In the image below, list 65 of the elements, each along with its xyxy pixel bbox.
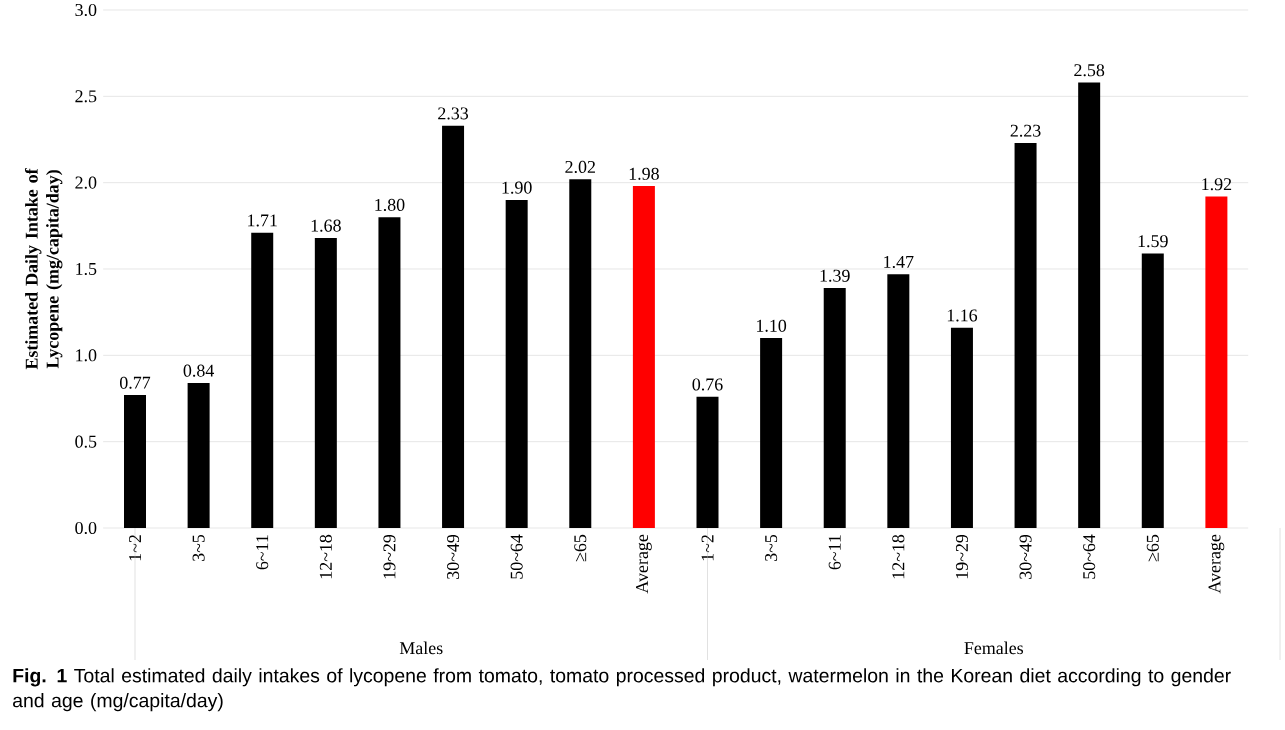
x-tick-label: 30~49 (1019, 534, 1032, 579)
x-tick-label: 12~18 (319, 534, 332, 579)
bar (1014, 142, 1037, 528)
y-tick-label: 0.0 (75, 521, 97, 535)
x-tick-label: 19~29 (955, 534, 968, 579)
bar (950, 327, 973, 528)
x-tick-label: 1~2 (129, 535, 141, 561)
bar (251, 232, 274, 528)
data-label: 2.23 (1010, 124, 1041, 137)
x-tick-label: ≥65 (1146, 534, 1159, 562)
x-tick-label: 50~64 (510, 534, 523, 579)
bar (314, 237, 337, 528)
bar (378, 217, 401, 528)
x-tick-label: 6~11 (256, 535, 269, 570)
data-label: 2.02 (565, 160, 595, 174)
text: Fig. 1 Total estimated daily intakes of lycopene from tomato, tomato processed product, watermelon in the Korean diet according to gender and age (mg/capita/day) (13, 668, 1231, 712)
x-tick-label: 3~5 (192, 534, 205, 561)
text: Males (399, 641, 443, 655)
bar (442, 125, 465, 528)
data-label: 1.10 (757, 319, 787, 332)
y-tick-label: 1.0 (76, 349, 97, 362)
bar (887, 274, 910, 528)
data-label: 0.76 (692, 378, 723, 391)
bar (505, 199, 528, 528)
bar (1205, 196, 1228, 528)
data-label: 1.39 (820, 269, 850, 282)
x-tick-label: 3~5 (765, 534, 778, 561)
data-label: 1.80 (375, 198, 405, 212)
bar (187, 382, 210, 528)
data-label: 1.90 (502, 181, 532, 194)
data-label: 2.58 (1074, 64, 1105, 77)
data-label: 1.98 (629, 167, 659, 180)
data-label: 2.33 (438, 107, 469, 120)
x-tick-label: 12~18 (892, 534, 905, 579)
data-label: 0.84 (183, 364, 215, 377)
data-label: 1.47 (884, 255, 914, 268)
data-label: 1.92 (1202, 178, 1232, 191)
y-tick-label: 1.5 (76, 262, 97, 276)
y-axis-title: Estimated Daily Intake of Lycopene (mg/capita/day) (24, 168, 63, 370)
data-label: 1.59 (1138, 235, 1168, 248)
bar (632, 186, 655, 528)
text: Females (964, 641, 1023, 655)
y-tick-label: 3.0 (75, 3, 97, 17)
data-label: 0.77 (120, 376, 151, 389)
bar (696, 396, 719, 528)
bar (823, 287, 846, 528)
bar (569, 179, 592, 528)
bar (760, 338, 783, 528)
x-tick-label: 50~64 (1083, 534, 1096, 579)
data-label: 1.71 (248, 214, 277, 227)
x-tick-label: Average (636, 534, 652, 594)
y-tick-label: 0.5 (75, 435, 97, 448)
y-tick-label: 2.5 (75, 90, 97, 103)
x-tick-label: 6~11 (828, 535, 841, 570)
bar (124, 395, 146, 528)
data-label: 1.68 (311, 219, 341, 232)
x-tick-label: 19~29 (383, 534, 396, 579)
bar (1141, 253, 1164, 528)
data-label: 1.16 (947, 309, 978, 322)
x-tick-label: 30~49 (447, 534, 460, 579)
bar (1078, 82, 1101, 528)
x-tick-label: Average (1208, 534, 1225, 594)
y-tick-label: 2.0 (75, 176, 97, 189)
x-tick-label: ≥65 (574, 534, 587, 562)
x-tick-label: 1~2 (701, 535, 714, 561)
